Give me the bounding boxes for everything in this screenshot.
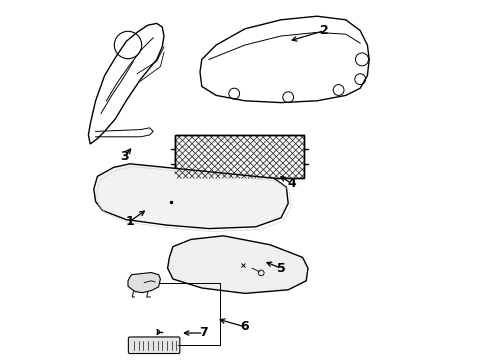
Text: 3: 3 [120, 150, 129, 163]
Polygon shape [128, 273, 160, 293]
Text: 4: 4 [288, 177, 296, 190]
Polygon shape [168, 236, 308, 293]
Bar [175, 135, 304, 178]
FancyBboxPatch shape [128, 337, 180, 354]
Polygon shape [94, 164, 288, 229]
Text: 1: 1 [125, 215, 134, 228]
Text: 7: 7 [199, 327, 208, 339]
Text: 6: 6 [241, 320, 249, 333]
Bar [175, 135, 304, 178]
Text: 5: 5 [277, 262, 285, 275]
Text: 2: 2 [320, 24, 329, 37]
